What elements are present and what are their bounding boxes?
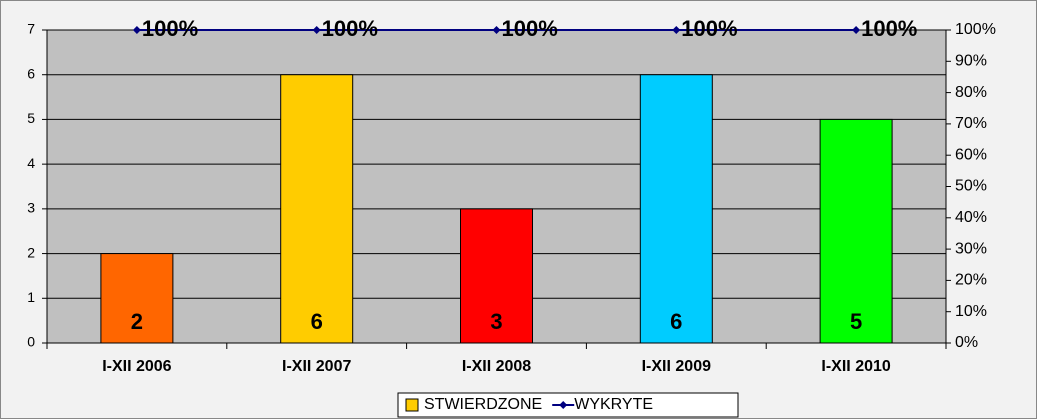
y2-tick-label: 30% <box>955 240 987 257</box>
bar <box>819 118 893 344</box>
y2-tick-label: 90% <box>955 53 987 70</box>
y2-tick-label: 60% <box>955 146 987 163</box>
legend-swatch <box>405 398 419 412</box>
y2-tick-label: 20% <box>955 272 987 289</box>
line-marker <box>132 26 141 34</box>
bar-value-label: 6 <box>311 309 323 334</box>
bar <box>639 74 713 344</box>
line-value-label: 100% <box>502 16 558 41</box>
x-tick-label: I-XII 2006 <box>102 358 171 375</box>
y-tick-label: 2 <box>27 244 35 260</box>
y-tick-label: 6 <box>27 65 35 81</box>
y-tick-label: 5 <box>27 110 35 126</box>
line-value-label: 100% <box>681 16 737 41</box>
line-value-label: 100% <box>322 16 378 41</box>
y-tick-label: 7 <box>27 21 35 37</box>
y-tick-label: 1 <box>27 289 35 305</box>
line-marker <box>672 26 681 34</box>
bar <box>280 74 354 344</box>
y2-tick-label: 50% <box>955 178 987 195</box>
bar <box>460 208 533 344</box>
y-tick-label: 4 <box>27 155 35 171</box>
legend-marker <box>559 401 568 409</box>
y2-tick-label: 70% <box>955 115 987 132</box>
bar <box>100 253 174 344</box>
bar-value-label: 2 <box>131 309 143 334</box>
y-tick-label: 3 <box>27 200 35 216</box>
legend-label: WYKRYTE <box>574 396 653 413</box>
legend-label: STWIERDZONE <box>424 396 542 413</box>
y-tick-label: 0 <box>27 334 35 350</box>
x-tick-label: I-XII 2009 <box>642 358 711 375</box>
line-marker <box>492 26 501 34</box>
bar-value-label: 6 <box>670 309 682 334</box>
line-marker <box>312 26 321 34</box>
y2-tick-label: 40% <box>955 209 987 226</box>
line-marker <box>852 26 861 34</box>
line-value-label: 100% <box>142 16 198 41</box>
x-tick-label: I-XII 2007 <box>282 358 351 375</box>
bar-value-label: 5 <box>850 309 862 334</box>
y2-tick-label: 10% <box>955 303 987 320</box>
bar-value-label: 3 <box>490 309 502 334</box>
y2-tick-label: 0% <box>955 334 978 351</box>
x-tick-label: I-XII 2008 <box>462 358 531 375</box>
y2-tick-label: 100% <box>955 21 996 38</box>
line-value-label: 100% <box>861 16 917 41</box>
x-tick-label: I-XII 2010 <box>821 358 890 375</box>
y2-tick-label: 80% <box>955 84 987 101</box>
